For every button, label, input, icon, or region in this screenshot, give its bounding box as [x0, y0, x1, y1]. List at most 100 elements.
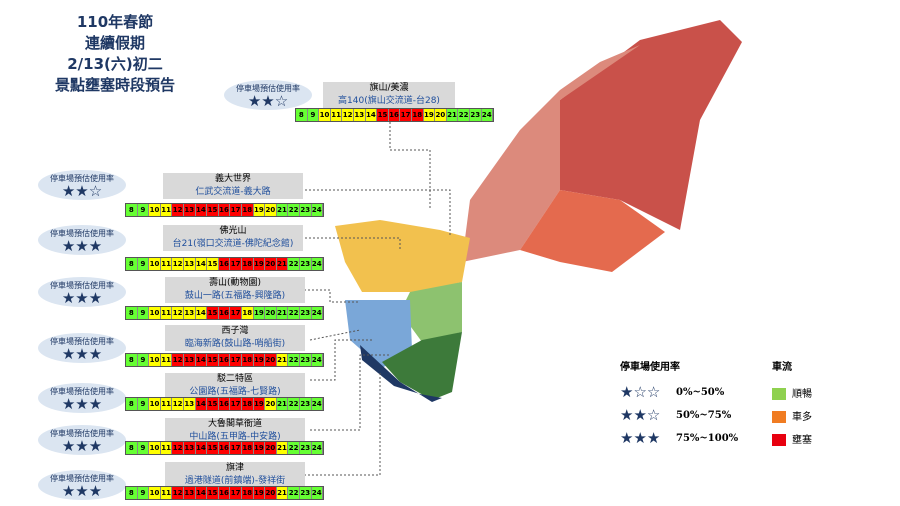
hour-cell: 23 [299, 442, 312, 454]
hour-cell: 9 [307, 109, 320, 121]
hour-cell: 10 [149, 398, 161, 410]
hour-cell: 16 [218, 487, 231, 499]
spot-route: 高140(旗山交流道-台28) [338, 96, 440, 106]
hour-cell: 13 [183, 307, 196, 319]
parking-label: 停車場預估使用率 [50, 174, 114, 183]
hour-cell: 13 [183, 258, 196, 270]
hour-cell: 17 [230, 307, 242, 319]
hour-cell: 23 [299, 354, 312, 366]
rating: ★★☆ [247, 92, 289, 110]
legend-stars: ★☆☆ [620, 383, 661, 401]
legend-label: 50%~75% [676, 410, 732, 421]
hour-row: 8 9 10 11 12 13 14 15 16 17 18 19 20 21 22 23 24 [125, 306, 325, 320]
hour-cell: 20 [435, 109, 447, 121]
hour-cell: 11 [330, 109, 343, 121]
parking-label: 停車場預估使用率 [50, 474, 114, 483]
region [382, 332, 462, 400]
spot-name: 義大世界 [214, 174, 251, 184]
spot-name: 旗津 [225, 463, 244, 473]
hour-cell: 14 [195, 258, 208, 270]
hour-cell: 18 [241, 307, 254, 319]
hour-cell: 16 [218, 442, 231, 454]
hour-cell: 9 [137, 398, 150, 410]
hour-cell: 18 [241, 487, 254, 499]
hour-cell: 24 [311, 398, 324, 410]
spot-box: 旗津 過港隧道(前鎮端)-發祥街 [165, 462, 305, 488]
hour-cell: 15 [207, 442, 219, 454]
spot-route: 台21(嶺口交流道-佛陀紀念館) [172, 239, 294, 249]
hour-cell: 18 [241, 442, 254, 454]
hour-cell: 17 [230, 442, 242, 454]
hour-cell: 22 [288, 307, 300, 319]
hour-cell: 8 [126, 354, 138, 366]
hour-cell: 21 [276, 354, 289, 366]
hour-cell: 22 [288, 354, 300, 366]
hour-cell: 9 [137, 258, 150, 270]
region [560, 20, 742, 230]
hour-cell: 8 [296, 109, 308, 121]
hour-cell: 23 [299, 258, 312, 270]
spot-name: 駁二特區 [216, 374, 253, 384]
hour-cell: 16 [218, 204, 231, 216]
parking-label: 停車場預估使用率 [236, 84, 300, 93]
hour-cell: 13 [183, 354, 196, 366]
title: 110年春節 連續假期 2/13(六)初二 景點壅塞時段預告 [20, 12, 210, 96]
hour-cell: 8 [126, 398, 138, 410]
hour-cell: 18 [241, 354, 254, 366]
hour-cell: 22 [288, 442, 300, 454]
legend-swatch [772, 434, 786, 446]
spot-route: 鼓山一路(五福路-興隆路) [184, 291, 286, 301]
hour-cell: 24 [311, 307, 324, 319]
hour-cell: 20 [265, 204, 277, 216]
parking-label: 停車場預估使用率 [50, 387, 114, 396]
spot-name: 大魯閣草衙道 [207, 419, 262, 429]
spot-box: 義大世界仁武交流道-義大路 [163, 173, 303, 199]
legend-item: 車多 [772, 408, 812, 423]
spot-name: 壽山(動物園) [208, 278, 262, 288]
connector [300, 372, 381, 476]
hour-cell: 17 [230, 487, 242, 499]
spot-box: 駁二特區 公園路(五福路-七賢路) [165, 373, 305, 399]
hour-cell: 10 [149, 258, 161, 270]
hour-cell: 24 [311, 354, 324, 366]
hour-cell: 19 [253, 307, 266, 319]
title-line: 110年春節 [76, 13, 154, 31]
rating: ★★★ [61, 289, 103, 307]
hour-cell: 23 [469, 109, 482, 121]
spot-box: 佛光山 台21(嶺口交流道-佛陀紀念館) [163, 225, 303, 251]
legend-stars: ★★★ [620, 429, 661, 447]
spot-route: 仁武交流道-義大路 [195, 187, 271, 197]
parking-badge: 停車場預估使用率 ★★★ [38, 470, 126, 500]
hour-cell: 21 [276, 487, 289, 499]
hour-cell: 22 [458, 109, 470, 121]
hour-cell: 10 [149, 442, 161, 454]
hour-cell: 11 [160, 442, 173, 454]
connector [310, 339, 372, 381]
hour-cell: 8 [126, 487, 138, 499]
hour-cell: 11 [160, 487, 173, 499]
hour-cell: 24 [481, 109, 494, 121]
hour-cell: 19 [253, 204, 266, 216]
parking-label: 停車場預估使用率 [50, 229, 114, 238]
spot-box: 西子灣 臨海新路(鼓山路-哨船街) [165, 325, 305, 351]
legend-label: 順暢 [792, 389, 812, 400]
legend-item: 順暢 [772, 385, 812, 400]
hour-cell: 19 [253, 442, 266, 454]
hour-cell: 13 [183, 204, 196, 216]
hour-cell: 15 [207, 204, 219, 216]
title-line: 景點壅塞時段預告 [54, 76, 175, 94]
hour-cell: 9 [137, 354, 150, 366]
hour-cell: 20 [265, 258, 277, 270]
hour-cell: 19 [253, 398, 266, 410]
hour-cell: 23 [299, 487, 312, 499]
region [335, 220, 470, 292]
hour-row: 8 9 10 11 12 13 14 15 16 17 18 19 20 21 22 23 24 [125, 203, 325, 217]
hour-cell: 19 [253, 487, 266, 499]
hour-cell: 12 [172, 442, 184, 454]
hour-cell: 16 [218, 354, 231, 366]
legend-label: 75%~100% [676, 433, 739, 444]
rating: ★★★ [61, 437, 103, 455]
region [400, 282, 462, 342]
title-line: 連續假期 [84, 34, 145, 52]
